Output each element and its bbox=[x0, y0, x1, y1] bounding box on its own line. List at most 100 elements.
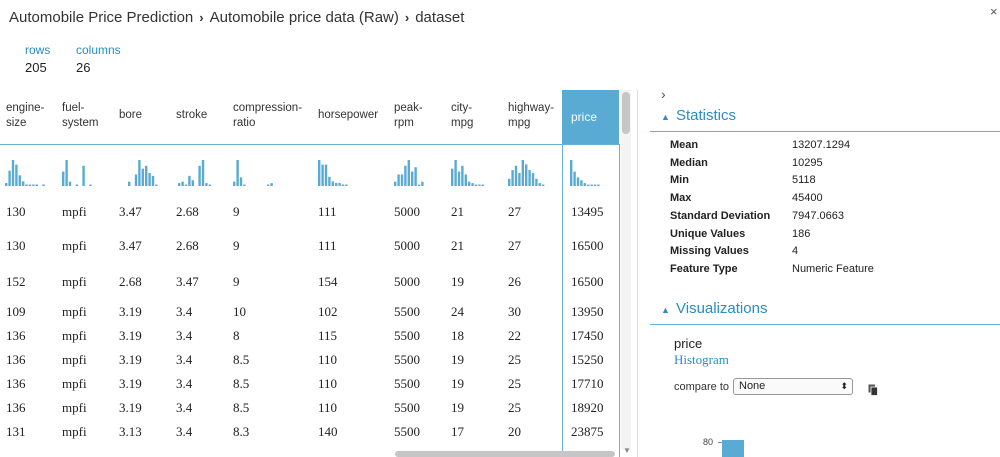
table-cell: 3.4 bbox=[176, 304, 193, 319]
histogram-bin bbox=[239, 177, 243, 186]
viz-type-label: Histogram bbox=[674, 352, 729, 367]
column-header-horsepower[interactable]: horsepower bbox=[318, 108, 378, 123]
table-cell: 2.68 bbox=[176, 204, 199, 219]
vertical-scrollbar[interactable] bbox=[621, 90, 631, 450]
histogram-bin bbox=[151, 175, 155, 186]
table-cell: 25 bbox=[508, 400, 521, 415]
column-header-stroke[interactable]: stroke bbox=[176, 108, 207, 123]
panel-divider bbox=[637, 90, 638, 457]
stat-value: 7947.0663 bbox=[792, 209, 844, 222]
collapse-triangle-icon[interactable]: ▲ bbox=[661, 305, 670, 315]
horizontal-scroll-thumb[interactable] bbox=[395, 451, 615, 457]
column-header-label: mpg bbox=[451, 117, 474, 129]
stat-value: 13207.1294 bbox=[792, 139, 851, 151]
statistics-title[interactable]: Statistics bbox=[676, 107, 737, 124]
histogram-bin bbox=[324, 164, 328, 186]
column-header-bore[interactable]: bore bbox=[119, 108, 142, 123]
table-cell: 8.5 bbox=[233, 352, 250, 367]
table-cell: 136 bbox=[6, 400, 26, 415]
histogram-bin bbox=[454, 160, 457, 186]
histogram-bin bbox=[65, 160, 68, 186]
column-header-label: city- bbox=[451, 102, 473, 114]
column-header-compressionratio[interactable]: compression-ratio bbox=[233, 101, 302, 131]
table-cell: 110 bbox=[318, 400, 338, 415]
table-cell: 140 bbox=[318, 424, 338, 439]
column-header-label: compression- bbox=[233, 102, 303, 114]
histogram-bin bbox=[8, 170, 11, 186]
column-header-enginesize[interactable]: engine-size bbox=[6, 101, 44, 131]
stat-value: 4 bbox=[792, 245, 799, 258]
table-cell: 2.68 bbox=[119, 274, 142, 289]
table-cell: 13950 bbox=[571, 304, 604, 319]
table-cell: 26 bbox=[508, 274, 521, 289]
mini-histogram bbox=[451, 160, 484, 186]
breadcrumb-module[interactable]: Automobile price data (Raw) bbox=[209, 9, 399, 26]
column-header-price[interactable]: price bbox=[562, 90, 619, 145]
table-cell: mpfi bbox=[62, 274, 87, 289]
breadcrumb-separator: › bbox=[404, 10, 410, 25]
column-header-label: fuel- bbox=[62, 102, 85, 114]
table-cell: 16500 bbox=[571, 274, 604, 289]
breadcrumb-separator: › bbox=[199, 10, 204, 25]
histogram-bin bbox=[590, 184, 593, 186]
vertical-scroll-thumb[interactable] bbox=[622, 92, 630, 134]
column-header-peakrpm[interactable]: peak-rpm bbox=[394, 101, 423, 131]
table-cell: 13495 bbox=[571, 204, 604, 219]
histogram-bin bbox=[205, 183, 208, 186]
column-header-highwaympg[interactable]: highway-mpg bbox=[508, 101, 554, 131]
breadcrumb-experiment[interactable]: Automobile Price Prediction bbox=[9, 9, 194, 26]
histogram-bin bbox=[321, 164, 324, 186]
visualizations-title[interactable]: Visualizations bbox=[676, 300, 768, 317]
table-cell: 17 bbox=[451, 424, 464, 439]
copy-icon[interactable] bbox=[868, 383, 878, 401]
mini-histogram bbox=[318, 160, 348, 186]
table-cell: 115 bbox=[318, 328, 338, 343]
table-cell: 18 bbox=[451, 328, 464, 343]
stat-label: Standard Deviation bbox=[670, 209, 771, 222]
table-cell: 3.4 bbox=[176, 400, 193, 415]
table-cell: 19 bbox=[451, 400, 464, 415]
table-cell: 3.13 bbox=[119, 424, 142, 439]
histogram-bin bbox=[28, 184, 32, 186]
column-header-citympg[interactable]: city-mpg bbox=[451, 101, 473, 131]
histogram-bin bbox=[573, 171, 576, 186]
table-cell: 136 bbox=[6, 352, 26, 367]
rows-label: rows bbox=[25, 43, 51, 57]
table-cell: mpfi bbox=[62, 328, 87, 343]
collapse-panel-icon[interactable]: › bbox=[661, 86, 666, 102]
table-cell: 21 bbox=[451, 238, 464, 253]
table-cell: 5000 bbox=[394, 204, 420, 219]
section-divider bbox=[650, 324, 1000, 325]
table-cell: 130 bbox=[6, 238, 26, 253]
scroll-down-icon[interactable]: ▼ bbox=[623, 446, 631, 455]
column-header-label: ratio bbox=[233, 117, 256, 129]
table-cell: 19 bbox=[451, 274, 464, 289]
table-cell: 27 bbox=[508, 204, 521, 219]
stat-label: Median bbox=[670, 156, 708, 169]
close-icon[interactable]: × bbox=[990, 4, 998, 19]
stat-value: 5118 bbox=[792, 174, 816, 187]
column-header-label: price bbox=[571, 110, 598, 124]
table-cell: mpfi bbox=[62, 400, 87, 415]
table-cell: 20 bbox=[508, 424, 521, 439]
table-cell: 136 bbox=[6, 328, 26, 343]
compare-to-select[interactable]: None ⬍ bbox=[733, 378, 853, 395]
histogram-bin bbox=[243, 184, 246, 186]
column-header-label: peak- bbox=[394, 102, 423, 114]
histogram-bin bbox=[404, 165, 407, 186]
histogram-bin bbox=[236, 160, 239, 186]
collapse-triangle-icon[interactable]: ▲ bbox=[661, 112, 670, 122]
table-cell: 154 bbox=[318, 274, 338, 289]
column-header-label: bore bbox=[119, 109, 143, 121]
table-cell: 5500 bbox=[394, 328, 420, 343]
histogram-bin bbox=[141, 168, 144, 186]
column-header-fuelsystem[interactable]: fuel-system bbox=[62, 101, 98, 131]
table-cell: 5000 bbox=[394, 274, 420, 289]
table-cell: 3.19 bbox=[119, 328, 142, 343]
table-cell: 110 bbox=[318, 352, 338, 367]
histogram-bin bbox=[535, 178, 538, 186]
histogram-bin bbox=[191, 180, 194, 186]
histogram-bin bbox=[270, 183, 273, 186]
histogram-bin bbox=[233, 181, 236, 186]
table-cell: 9 bbox=[233, 204, 240, 219]
